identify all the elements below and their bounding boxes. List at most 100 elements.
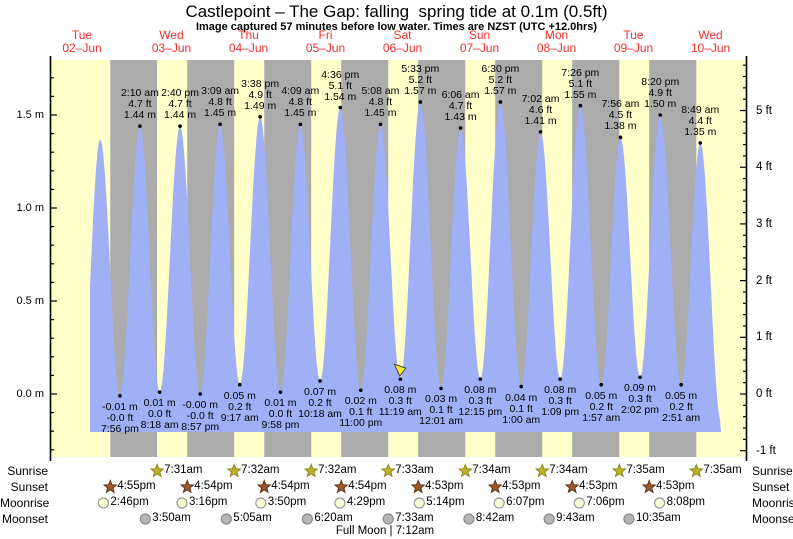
tide-annotation-line: 0.05 m <box>223 389 256 402</box>
page-subtitle: Image captured 57 minutes before low wat… <box>195 21 598 33</box>
low-tide-annotation: 0.05 m 0.2 ft 1:57 am <box>569 390 633 424</box>
tide-annotation-line: 8:57 pm <box>181 421 220 433</box>
sunset-icon <box>333 479 349 494</box>
tide-annotation-line: 1:09 pm <box>541 406 580 419</box>
axis-label-right: 5 ft <box>756 104 772 117</box>
tide-annotation-line: 3:38 pm <box>241 77 280 90</box>
sunset-icon <box>410 479 426 494</box>
tide-annotation-line: 1.54 m <box>324 90 357 103</box>
sunset-icon <box>256 479 272 494</box>
tide-annotation-line: 1.41 m <box>524 114 557 127</box>
row-label-left-sunset: Sunset <box>10 480 48 494</box>
tide-annotation-line: 0.08 m <box>384 384 417 397</box>
low-tide-dot <box>278 390 283 394</box>
low-tide-annotation: 0.01 m 0.0 ft 8:18 am <box>128 398 192 431</box>
sun-moon-time: 8:08pm <box>666 496 705 508</box>
tide-annotation-line: 1.38 m <box>604 120 637 133</box>
low-tide-annotation: 0.01 m 0.0 ft 9:58 pm <box>248 398 312 431</box>
tide-annotation-line: 5.1 ft <box>568 77 593 90</box>
tide-annotation-line: 0.08 m <box>544 384 577 397</box>
sunrise-icon <box>226 463 242 478</box>
low-tide-annotation: 0.08 m 0.3 ft 12:15 pm <box>448 385 512 418</box>
low-tide-annotation: 0.09 m 0.3 ft 2:02 pm <box>608 383 672 416</box>
tide-annotation-line: 8:49 am <box>681 103 720 116</box>
sunrise-icon <box>457 463 473 478</box>
tide-annotation-line: 7:56 pm <box>100 422 139 435</box>
tide-annotation-line: 0.3 ft <box>548 395 572 408</box>
high-tide-annotation: 4:36 pm 5.1 ft 1.54 m <box>308 69 372 103</box>
axis-label-left: 1.0 m <box>16 202 44 214</box>
high-tide-annotation: 3:38 pm 4.9 ft 1.49 m <box>228 77 292 112</box>
axis-label-left: 0.5 m <box>16 295 44 307</box>
tide-annotation-line: 4.7 ft <box>168 98 192 111</box>
sun-moon-time: 6:20am <box>314 512 353 524</box>
low-tide-dot <box>118 394 122 398</box>
tide-annotation-line: 0.01 m <box>143 397 176 410</box>
tide-annotation-line: 5.2 ft <box>408 73 432 86</box>
tide-annotation-line: 1.44 m <box>163 109 197 122</box>
day-label-name: Thu <box>238 28 259 42</box>
tide-annotation-line: 1.43 m <box>444 111 477 124</box>
sun-moon-time: 6:07pm <box>506 496 545 508</box>
tide-annotation-line: -0.01 m <box>102 400 138 413</box>
tide-annotation-line: 4.4 ft <box>688 114 712 127</box>
sunset-icon <box>564 479 580 494</box>
day-label-date: 09–Jun <box>613 41 654 55</box>
moonrise-icon <box>97 497 109 509</box>
day-label-date: 06–Jun <box>382 41 423 55</box>
high-tide-annotation: 8:49 am 4.4 ft 1.35 m <box>668 103 732 138</box>
sun-moon-time: 3:50am <box>152 512 191 524</box>
tide-annotation-line: 4.7 ft <box>128 98 152 111</box>
high-tide-dot <box>338 105 343 110</box>
sun-moon-time: 4:53pm <box>656 480 695 492</box>
low-tide-dot <box>318 379 322 383</box>
high-tide-annotation: 6:30 pm 5.2 ft 1.57 m <box>468 63 532 97</box>
moonset-icon <box>139 513 151 525</box>
high-tide-annotation: 4:09 am 4.8 ft 1.45 m <box>268 86 332 119</box>
tide-annotation-line: 1.57 m <box>484 84 517 97</box>
high-tide-annotation: 8:20 pm 4.9 ft 1.50 m <box>628 77 692 110</box>
day-label-name: Tue <box>71 28 93 42</box>
day-label-date: 07–Jun <box>459 41 500 55</box>
tide-annotation-line: 3:09 am <box>201 85 240 98</box>
tide-annotation-line: 1.35 m <box>684 125 717 138</box>
low-tide-dot <box>599 382 604 387</box>
tide-annotation-line: 0.1 ft <box>509 402 533 415</box>
sunrise-icon <box>534 463 550 478</box>
high-tide-dot <box>218 122 222 127</box>
tide-annotation-line: 1.57 m <box>404 84 437 97</box>
high-tide-annotation: 6:06 am 4.7 ft 1.43 m <box>429 90 493 123</box>
tide-annotation-line: 2:40 pm <box>161 87 200 100</box>
moonrise-icon <box>493 497 505 509</box>
tide-annotation-line: 10:18 am <box>298 407 342 420</box>
moonset-icon <box>382 513 394 525</box>
moonset-icon <box>463 513 475 525</box>
moon-phase-label: Full Moon | 7:12am <box>335 525 435 537</box>
tide-annotation-line: 11:19 am <box>378 406 422 419</box>
tide-annotation-line: 1.45 m <box>364 107 397 120</box>
tide-annotation-line: 1.49 m <box>244 99 277 112</box>
high-tide-dot <box>378 122 383 127</box>
axis-label-right: 2 ft <box>756 274 772 287</box>
sun-moon-time: 7:31am <box>164 464 203 476</box>
tide-annotation-line: 0.2 ft <box>589 400 613 413</box>
day-label-date: 10–Jun <box>690 41 731 55</box>
sun-moon-time: 4:53pm <box>579 480 618 492</box>
low-tide-annotation: 0.05 m 0.2 ft 9:17 am <box>208 389 272 424</box>
sunrise-icon <box>303 463 319 478</box>
tide-annotation-line: 0.08 m <box>464 384 497 397</box>
sun-moon-time: 7:06pm <box>586 496 625 508</box>
low-tide-dot <box>519 384 524 389</box>
sunrise-icon <box>380 463 396 478</box>
low-tide-dot <box>198 392 203 396</box>
day-label-name: Tue <box>623 28 644 42</box>
high-tide-annotation: 7:26 pm 5.1 ft 1.55 m <box>548 67 612 101</box>
high-tide-dot <box>258 115 262 119</box>
tide-annotation-line: 0.3 ft <box>628 393 652 406</box>
low-tide-annotation: 0.07 m 0.2 ft 10:18 am <box>288 386 352 420</box>
moonrise-icon <box>573 497 585 509</box>
tide-annotation-line: 4:09 am <box>281 85 320 98</box>
tide-annotation-line: 11:00 pm <box>339 417 383 430</box>
tide-annotation-line: 12:15 pm <box>458 406 503 419</box>
